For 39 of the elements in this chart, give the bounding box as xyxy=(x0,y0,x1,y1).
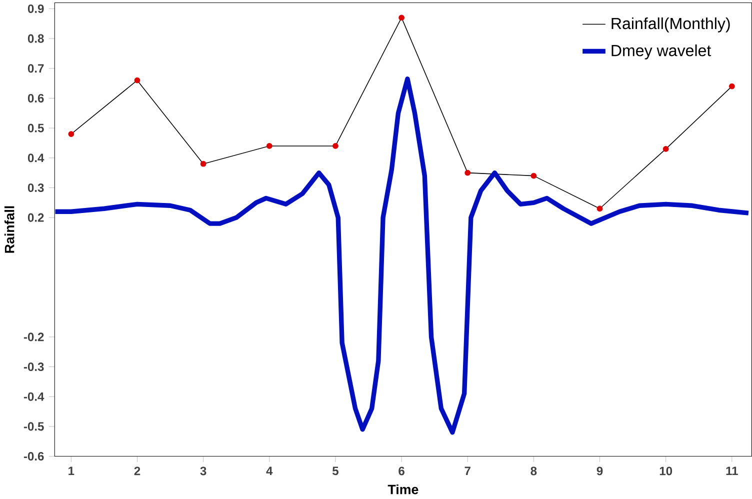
y-tick-label: -0.4 xyxy=(24,392,44,402)
point xyxy=(134,78,140,84)
point xyxy=(596,206,603,212)
point xyxy=(728,83,735,90)
point xyxy=(398,14,404,21)
point xyxy=(332,143,338,150)
x-tick-label: 4 xyxy=(266,466,273,476)
point xyxy=(68,131,74,138)
y-tick-label: 0.4 xyxy=(28,154,44,162)
x-tick-label: 6 xyxy=(398,466,404,476)
x-tick-label: 9 xyxy=(596,466,603,476)
y-tick-label: -0.3 xyxy=(24,362,44,372)
y-tick-label: 0.2 xyxy=(28,213,44,222)
point xyxy=(200,161,206,167)
legend-label: Rainfall(Monthly) xyxy=(612,18,730,33)
y-axis-title: Rainfall xyxy=(4,206,14,253)
point xyxy=(464,170,471,176)
point xyxy=(662,146,669,152)
point xyxy=(266,143,272,150)
x-tick-label: 8 xyxy=(530,466,537,476)
x-tick-label: 5 xyxy=(332,466,338,476)
y-tick-label: 0.3 xyxy=(28,184,44,192)
x-axis-title: Time xyxy=(388,484,418,494)
y-tick-label: -0.5 xyxy=(24,422,44,431)
x-tick-label: 7 xyxy=(464,466,470,476)
y-tick-label: -0.6 xyxy=(24,452,44,461)
y-tick-label: 0.9 xyxy=(28,4,44,14)
legend-label: Dmey wavelet xyxy=(612,44,712,60)
x-tick-label: 11 xyxy=(726,466,738,476)
y-tick-label: 0.7 xyxy=(28,64,44,73)
y-tick-label: 0.8 xyxy=(28,34,44,43)
point xyxy=(530,173,537,179)
y-tick-label: 0.5 xyxy=(28,124,44,132)
y-tick-label: -0.2 xyxy=(24,332,44,342)
x-tick-label: 10 xyxy=(660,466,672,476)
y-tick-label: 0.6 xyxy=(28,94,44,103)
x-tick-label: 1 xyxy=(68,466,74,476)
x-tick-label: 3 xyxy=(200,466,206,476)
x-tick-label: 2 xyxy=(134,466,140,476)
